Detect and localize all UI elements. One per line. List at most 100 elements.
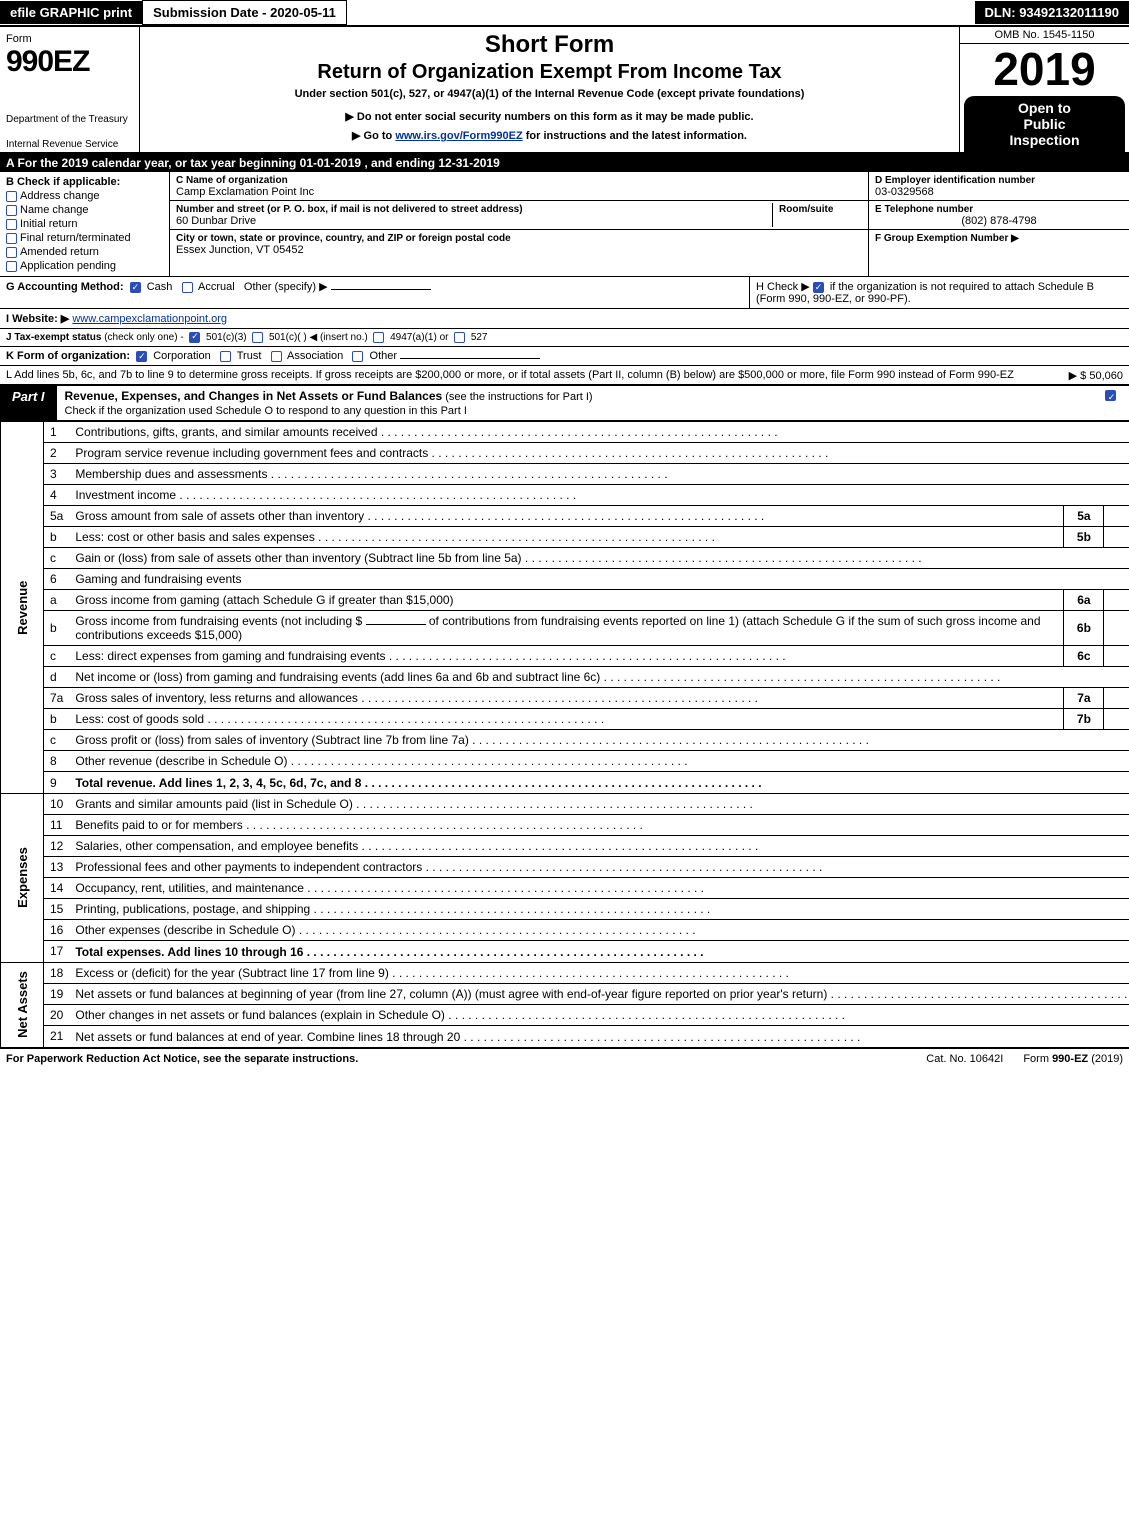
tel: (802) 878-4798	[875, 215, 1123, 227]
opt-trust: Trust	[237, 350, 262, 362]
chk-initial-return[interactable]: Initial return	[6, 218, 163, 230]
l11-desc: Benefits paid to or for members	[69, 814, 1129, 835]
b-header: B Check if applicable:	[6, 176, 163, 188]
other-org-input[interactable]	[400, 358, 540, 359]
chk-501c3[interactable]	[189, 332, 200, 343]
chk-4947[interactable]	[373, 332, 384, 343]
l3-desc: Membership dues and assessments	[69, 464, 1129, 485]
chk-schedule-o[interactable]	[1105, 390, 1116, 401]
open-line2: Public	[968, 116, 1121, 132]
title-box: Short Form Return of Organization Exempt…	[140, 27, 959, 152]
open-to-public: Open to Public Inspection	[964, 96, 1125, 152]
l-amount: $ 50,060	[1080, 370, 1123, 382]
opt-corporation: Corporation	[153, 350, 210, 362]
footer-right-pre: Form	[1023, 1053, 1052, 1065]
opt-other: Other (specify) ▶	[244, 281, 328, 293]
l5c-desc: Gain or (loss) from sale of assets other…	[69, 548, 1129, 569]
room-hdr: Room/suite	[779, 204, 833, 215]
chk-527[interactable]	[454, 332, 465, 343]
l7a-desc: Gross sales of inventory, less returns a…	[69, 688, 1064, 709]
opt-527: 527	[471, 332, 488, 343]
l1-num: 1	[44, 422, 70, 443]
city-hdr: City or town, state or province, country…	[176, 233, 511, 244]
other-specify-input[interactable]	[331, 289, 431, 290]
l21-desc-cell: Net assets or fund balances at end of ye…	[69, 1025, 1129, 1047]
l17-desc-cell: Total expenses. Add lines 10 through 16 …	[69, 940, 1129, 962]
chk-trust[interactable]	[220, 351, 231, 362]
chk-application-pending[interactable]: Application pending	[6, 260, 163, 272]
part1-header: Part I Revenue, Expenses, and Changes in…	[0, 385, 1129, 421]
chk-corporation[interactable]	[136, 351, 147, 362]
l5b-mv: 0	[1104, 527, 1129, 548]
open-line3: Inspection	[968, 132, 1121, 148]
l19-desc: Net assets or fund balances at beginning…	[69, 983, 1129, 1004]
year-box: OMB No. 1545-1150 2019 Open to Public In…	[959, 27, 1129, 152]
l6b-desc: Gross income from fundraising events (no…	[69, 611, 1064, 646]
part1-title-text: Revenue, Expenses, and Changes in Net As…	[65, 389, 443, 403]
chk-cash[interactable]	[130, 282, 141, 293]
l15-desc: Printing, publications, postage, and shi…	[69, 898, 1129, 919]
ein-hdr: D Employer identification number	[875, 175, 1035, 186]
ein: 03-0329568	[875, 186, 934, 198]
l6b-mv: 0	[1104, 611, 1129, 646]
l7b-mn: 7b	[1064, 709, 1104, 730]
col-c-name-address: C Name of organization Camp Exclamation …	[170, 172, 869, 276]
l21-num: 21	[44, 1025, 70, 1047]
col-b-checkboxes: B Check if applicable: Address change Na…	[0, 172, 170, 276]
chk-label: Name change	[20, 204, 89, 216]
efile-print-button[interactable]: efile GRAPHIC print	[0, 1, 142, 24]
l9-num: 9	[44, 772, 70, 794]
l6c-num: c	[44, 646, 70, 667]
l1-desc: Contributions, gifts, grants, and simila…	[69, 422, 1129, 443]
city-cell: City or town, state or province, country…	[170, 230, 868, 258]
street-cell: Number and street (or P. O. box, if mail…	[170, 201, 868, 230]
irs-label: Internal Revenue Service	[6, 139, 133, 150]
l18-desc: Excess or (deficit) for the year (Subtra…	[69, 962, 1129, 983]
entity-info-block: B Check if applicable: Address change Na…	[0, 172, 1129, 277]
tax-exempt-status-row: J Tax-exempt status (check only one) - 5…	[0, 329, 1129, 347]
l8-desc: Other revenue (describe in Schedule O)	[69, 751, 1129, 772]
l6d-num: d	[44, 667, 70, 688]
chk-schedule-b[interactable]	[813, 282, 824, 293]
goto-line: ▶ Go to www.irs.gov/Form990EZ for instru…	[150, 129, 949, 142]
chk-501c[interactable]	[252, 332, 263, 343]
chk-address-change[interactable]: Address change	[6, 190, 163, 202]
warning-text: ▶ Do not enter social security numbers o…	[150, 110, 949, 123]
j-note: (check only one) -	[104, 332, 183, 343]
opt-accrual: Accrual	[198, 281, 235, 293]
subtitle: Under section 501(c), 527, or 4947(a)(1)…	[150, 88, 949, 100]
chk-association[interactable]	[271, 351, 282, 362]
form-number: 990EZ	[6, 45, 133, 79]
part1-label: Part I	[0, 386, 57, 420]
k-label: K Form of organization:	[6, 350, 130, 362]
l5a-num: 5a	[44, 506, 70, 527]
l14-num: 14	[44, 877, 70, 898]
l21-desc: Net assets or fund balances at end of ye…	[75, 1030, 860, 1044]
form-of-org-row: K Form of organization: Corporation Trus…	[0, 347, 1129, 366]
goto-pre: ▶ Go to	[352, 130, 395, 142]
l8-num: 8	[44, 751, 70, 772]
chk-accrual[interactable]	[182, 282, 193, 293]
org-name-hdr: C Name of organization	[176, 175, 288, 186]
l7b-num: b	[44, 709, 70, 730]
goto-link[interactable]: www.irs.gov/Form990EZ	[395, 130, 522, 142]
l16-desc: Other expenses (describe in Schedule O)	[69, 919, 1129, 940]
l6b-blank[interactable]	[366, 624, 426, 625]
chk-other-org[interactable]	[352, 351, 363, 362]
short-form-title: Short Form	[150, 31, 949, 59]
l6c-mv: 0	[1104, 646, 1129, 667]
submission-date-button[interactable]: Submission Date - 2020-05-11	[142, 0, 347, 25]
return-title: Return of Organization Exempt From Incom…	[150, 61, 949, 84]
l16-num: 16	[44, 919, 70, 940]
l13-num: 13	[44, 856, 70, 877]
l2-desc: Program service revenue including govern…	[69, 443, 1129, 464]
chk-label: Application pending	[20, 260, 116, 272]
chk-final-return[interactable]: Final return/terminated	[6, 232, 163, 244]
website-link[interactable]: www.campexclamationpoint.org	[72, 313, 227, 325]
form-label: Form	[6, 33, 133, 45]
l5b-desc: Less: cost or other basis and sales expe…	[69, 527, 1064, 548]
l4-num: 4	[44, 485, 70, 506]
chk-name-change[interactable]: Name change	[6, 204, 163, 216]
chk-amended-return[interactable]: Amended return	[6, 246, 163, 258]
l4-desc: Investment income	[69, 485, 1129, 506]
